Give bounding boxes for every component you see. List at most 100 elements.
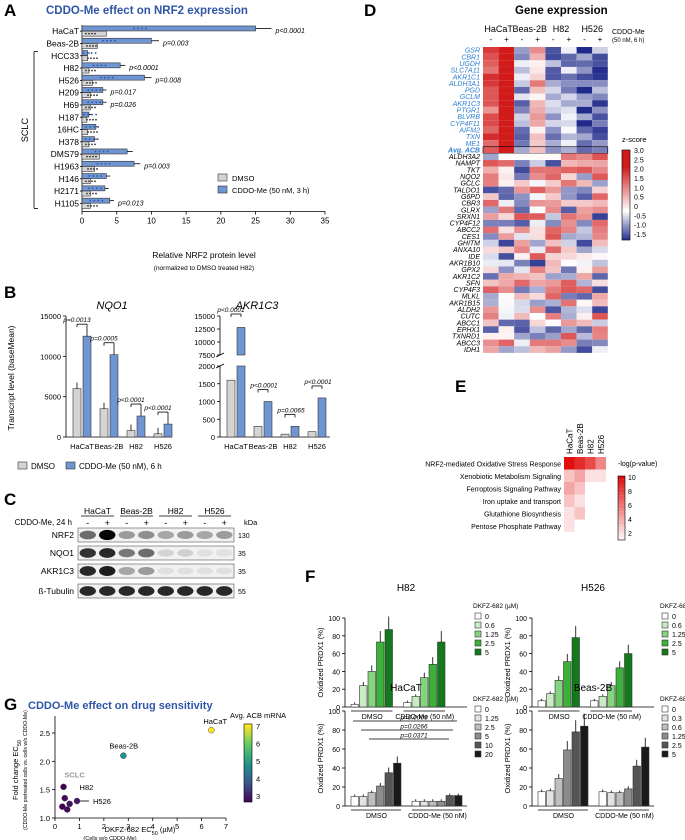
heatmap-cell [545,133,561,141]
gene-label: TKT [467,167,481,174]
p-value: p<0.0001 [143,405,172,412]
heatmap-cell [576,80,593,87]
colorbar-segment [622,176,630,179]
data-point [95,155,97,158]
heatmap-cell [483,319,499,327]
heatmap-cell [576,206,593,214]
colorbar-segment [622,236,630,239]
blot-band [216,567,233,575]
bar [445,795,454,807]
data-point [89,199,92,202]
category-label: H1105 [55,198,80,208]
heatmap-cell [561,120,577,127]
colorbar-segment [618,476,625,480]
heatmap-cell [545,326,561,333]
heatmap-cell [545,186,561,194]
data-point [91,180,93,183]
heatmap-cell [483,199,499,207]
heatmap-cell [483,126,499,134]
y-tick-label: 60 [519,652,527,659]
heatmap-cell [561,206,577,214]
blot-band [99,586,116,596]
data-point [64,806,71,813]
x-tick-label: 3 [126,822,130,831]
bar [554,679,563,708]
heatmap-cell [498,346,515,353]
heatmap-cell [574,519,585,532]
gene-label: SLC7A11 [451,68,481,75]
heatmap-cell [576,153,593,161]
bar [403,702,412,708]
colorbar-segment [622,234,630,237]
heatmap-cell [592,80,608,87]
legend-label: 5 [672,752,676,759]
heatmap-cell [592,113,608,121]
heatmap-cell [483,339,499,347]
heatmap-cell [561,80,577,87]
heatmap-cell [529,166,546,174]
colorbar-segment [618,533,625,537]
treatment-note: (50 nM, 6 h) [612,38,644,44]
heatmap-cell [545,113,561,121]
heatmap-cell [529,226,546,234]
heatmap-cell [561,306,577,313]
heatmap-cell [561,66,577,74]
colorbar-segment [622,180,630,183]
legend-label: CDDO-Me (50 nM), 6 h [79,462,162,471]
blot-band [138,548,155,558]
heatmap-cell [592,86,608,94]
gene-label: AIFM2 [458,127,480,134]
heatmap-cell [585,469,596,482]
y-axis-label: Oxidized PRDX1 (%) [503,627,512,698]
data-point [87,113,89,116]
bar [546,693,555,708]
colorbar-segment [244,751,252,755]
colorbar-segment [244,760,252,764]
group-label: CDDO-Me (50 nM) [395,714,454,721]
colorbar-segment [618,511,625,515]
blot-band [118,530,135,540]
data-point [91,89,94,91]
legend-swatch [65,461,76,470]
bar [437,641,446,708]
heatmap-cell [545,140,561,147]
legend-swatch [474,630,482,638]
heatmap-cell [545,80,561,87]
heatmap-cell [592,100,608,107]
gene-label: GSR [465,48,480,55]
bar [350,704,359,708]
heatmap-cell [592,73,608,81]
heatmap-cell [529,180,546,187]
bar [598,696,607,708]
heatmap-cell [592,199,608,207]
y-tick-label: 0 [57,433,61,442]
y-tick-label: 0 [523,705,527,712]
heatmap-cell [529,106,546,114]
legend-swatch [217,173,228,182]
category-label: DMS79 [51,149,80,159]
heatmap-cell [592,106,608,114]
column-group-label: H526 [581,24,603,34]
heatmap-cell [498,106,515,114]
gene-label: PTGR1 [457,108,480,115]
data-point [92,175,95,177]
kda-value: 35 [238,551,246,558]
blot-band [118,586,135,596]
p-value: p=0.017 [109,90,137,97]
legend-swatch [661,750,669,758]
heatmap-cell [498,113,515,121]
y-tick-label: 0 [336,705,340,712]
blot-band [79,586,96,596]
heatmap-cell [529,113,546,121]
colorbar-tick: 2 [628,531,632,538]
heatmap-cell [576,219,593,227]
legend-label: 0.6 [672,623,682,630]
legend-swatch [474,714,482,722]
legend-label: 1.25 [485,716,499,723]
data-point [89,125,92,128]
heatmap-cell [498,153,515,161]
data-point [87,131,89,133]
data-point [141,27,143,30]
group-label: DMSO [553,813,575,820]
colorbar-frame [243,723,253,803]
